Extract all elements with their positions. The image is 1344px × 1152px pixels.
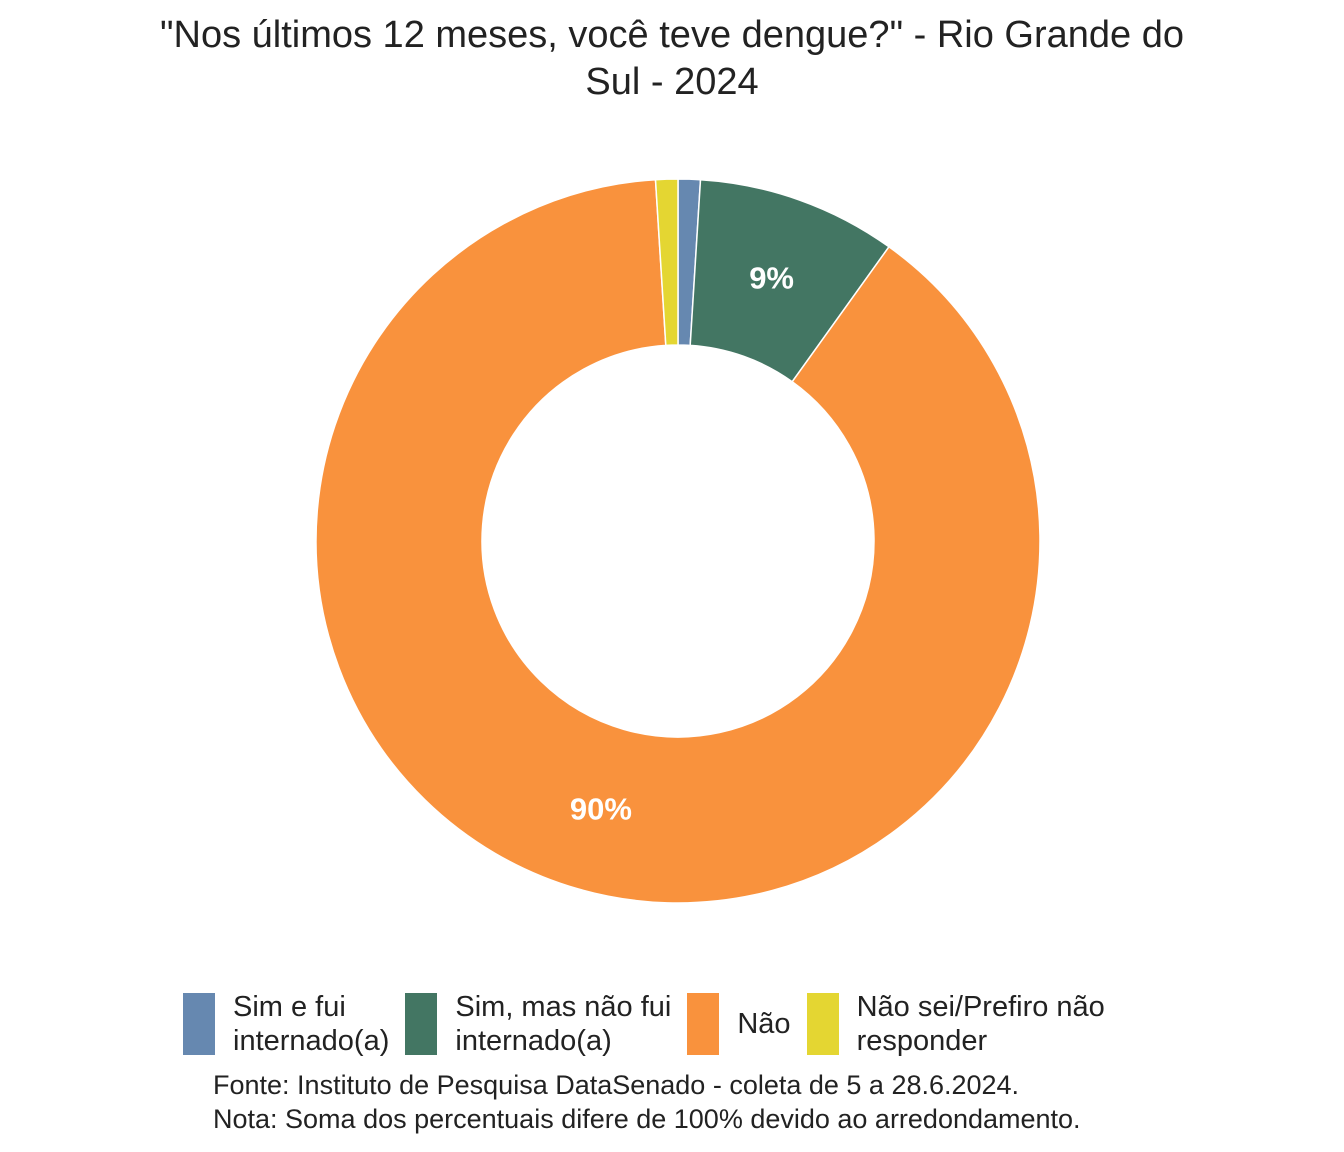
source-line: Fonte: Instituto de Pesquisa DataSenado … — [213, 1070, 1020, 1100]
legend-label-line: responder — [856, 1025, 988, 1057]
legend-item-nao: Não — [687, 993, 791, 1055]
legend-label: Sim e fui internado(a) — [233, 990, 389, 1058]
legend-label: Sim, mas não fui internado(a) — [455, 990, 671, 1058]
legend-item-sim-internado: Sim e fui internado(a) — [183, 990, 389, 1058]
legend-swatch — [405, 993, 438, 1055]
note-line: Nota: Soma dos percentuais difere de 100… — [213, 1104, 1081, 1134]
chart-title-line-2: Sul - 2024 — [585, 61, 759, 103]
legend-swatch — [183, 993, 215, 1055]
legend-label-line: internado(a) — [455, 1025, 612, 1057]
data-label: 90% — [570, 792, 632, 827]
legend-label: Não — [737, 1007, 790, 1041]
legend-label-line: Não — [737, 1008, 791, 1040]
legend-label-line: internado(a) — [233, 1025, 390, 1057]
source-note: Fonte: Instituto de Pesquisa DataSenado … — [213, 1068, 1081, 1136]
legend-label-line: Sim e fui — [233, 991, 346, 1023]
slice-nao-sei — [654, 178, 679, 347]
legend-label: Não sei/Prefiro não responder — [857, 990, 1105, 1058]
slice-nao — [315, 178, 1041, 904]
legend-item-sim-nao-internado: Sim, mas não fui internado(a) — [405, 990, 671, 1058]
donut-chart: 9% 90% — [315, 178, 1041, 904]
legend-label-line: Sim, mas não fui — [455, 991, 672, 1023]
legend-swatch — [806, 993, 839, 1055]
chart-title: "Nos últimos 12 meses, você teve dengue?… — [0, 12, 1344, 106]
data-label: 9% — [749, 261, 794, 296]
legend-label-line: Não sei/Prefiro não — [856, 991, 1105, 1023]
legend-swatch — [687, 993, 720, 1055]
legend: Sim e fui internado(a) Sim, mas não fui … — [183, 990, 1121, 1058]
chart-title-line-1: "Nos últimos 12 meses, você teve dengue?… — [160, 14, 1184, 56]
legend-item-nao-sei: Não sei/Prefiro não responder — [806, 990, 1105, 1058]
